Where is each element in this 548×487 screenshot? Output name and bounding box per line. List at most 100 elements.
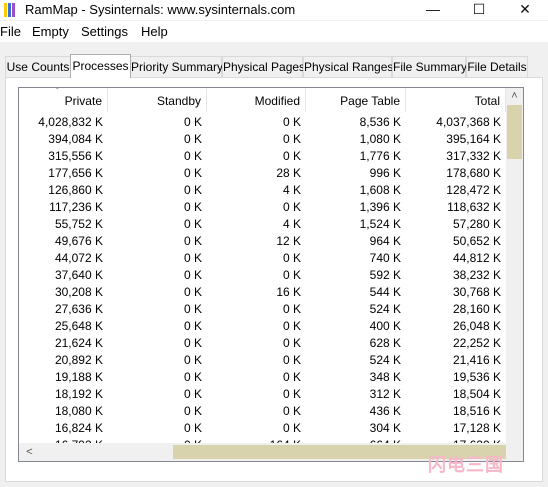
cell-modified: 0 K (282, 370, 301, 384)
cell-standby: 0 K (183, 421, 202, 435)
cell-modified: 28 K (276, 166, 301, 180)
table-row[interactable]: 55,752 K 0 K 4 K 1,524 K 57,280 K (19, 216, 507, 233)
cell-standby: 0 K (183, 217, 202, 231)
table-row[interactable]: 177,656 K 0 K 28 K 996 K 178,680 K (19, 165, 507, 182)
table-row[interactable]: 16,824 K 0 K 0 K 304 K 17,128 K (19, 420, 507, 437)
tab-file-details[interactable]: File Details (466, 56, 528, 77)
table-row[interactable]: 126,860 K 0 K 4 K 1,608 K 128,472 K (19, 182, 507, 199)
cell-total: 50,652 K (452, 234, 501, 248)
table-row[interactable]: 394,084 K 0 K 0 K 1,080 K 395,164 K (19, 131, 507, 148)
cell-total: 128,472 K (446, 183, 501, 197)
cell-standby: 0 K (183, 251, 202, 265)
scroll-left-icon[interactable]: < (26, 446, 33, 458)
vertical-scrollbar[interactable]: ˄ (506, 88, 523, 443)
table-row[interactable]: 30,208 K 0 K 16 K 544 K 30,768 K (19, 284, 507, 301)
cell-private: 30,208 K (54, 285, 103, 299)
cell-page-table: 1,776 K (359, 149, 401, 163)
cell-private: 4,028,832 K (38, 115, 103, 129)
title-bar: RamMap - Sysinternals: www.sysinternals.… (0, 0, 548, 20)
menu-help[interactable]: Help (141, 24, 168, 39)
menu-settings[interactable]: Settings (81, 24, 128, 39)
cell-total: 30,768 K (452, 285, 501, 299)
column-private[interactable]: ˇ Private (19, 88, 108, 112)
table-row[interactable]: 4,028,832 K 0 K 0 K 8,536 K 4,037,368 K (19, 114, 507, 131)
cell-private: 19,188 K (54, 370, 103, 384)
cell-total: 178,680 K (446, 166, 501, 180)
menu-empty[interactable]: Empty (32, 24, 69, 39)
table-row[interactable]: 19,188 K 0 K 0 K 348 K 19,536 K (19, 369, 507, 386)
table-row[interactable]: 18,080 K 0 K 0 K 436 K 18,516 K (19, 403, 507, 420)
cell-total: 395,164 K (446, 132, 501, 146)
table-row[interactable]: 117,236 K 0 K 0 K 1,396 K 118,632 K (19, 199, 507, 216)
maximize-button[interactable]: ☐ (472, 1, 486, 17)
cell-total: 44,812 K (452, 251, 501, 265)
column-modified[interactable]: Modified (207, 88, 306, 112)
table-row[interactable]: 49,676 K 0 K 12 K 964 K 50,652 K (19, 233, 507, 250)
tab-priority-summary[interactable]: Priority Summary (130, 56, 223, 77)
table-row[interactable]: 27,636 K 0 K 0 K 524 K 28,160 K (19, 301, 507, 318)
cell-private: 49,676 K (54, 234, 103, 248)
cell-page-table: 996 K (369, 166, 401, 180)
cell-modified: 0 K (282, 319, 301, 333)
cell-total: 57,280 K (452, 217, 501, 231)
table-row[interactable]: 21,624 K 0 K 0 K 628 K 22,252 K (19, 335, 507, 352)
cell-total: 26,048 K (452, 319, 501, 333)
cell-private: 20,892 K (54, 353, 103, 367)
cell-private: 126,860 K (48, 183, 103, 197)
tab-file-summary[interactable]: File Summary (392, 56, 467, 77)
cell-page-table: 740 K (369, 251, 401, 265)
cell-private: 21,624 K (54, 336, 103, 350)
cell-modified: 0 K (282, 200, 301, 214)
tab-strip: Use Counts Processes Priority Summary Ph… (0, 54, 548, 78)
cell-modified: 0 K (282, 421, 301, 435)
cell-modified: 16 K (276, 285, 301, 299)
cell-page-table: 8,536 K (359, 115, 401, 129)
cell-private: 44,072 K (54, 251, 103, 265)
cell-modified: 0 K (282, 115, 301, 129)
table-row[interactable]: 18,192 K 0 K 0 K 312 K 18,504 K (19, 386, 507, 403)
scroll-up-icon[interactable]: ˄ (511, 90, 518, 102)
tab-physical-ranges[interactable]: Physical Ranges (303, 56, 393, 77)
menu-file[interactable]: File (0, 24, 21, 39)
cell-private: 37,640 K (54, 268, 103, 282)
cell-total: 317,332 K (446, 149, 501, 163)
window-title: RamMap - Sysinternals: www.sysinternals.… (25, 2, 296, 17)
cell-total: 118,632 K (447, 200, 501, 214)
scrollbar-corner (506, 443, 523, 461)
minimize-button[interactable]: — (426, 1, 440, 17)
horizontal-scrollbar[interactable]: < (19, 443, 507, 461)
cell-total: 38,232 K (452, 268, 501, 282)
cell-standby: 0 K (183, 149, 202, 163)
cell-private: 25,648 K (54, 319, 103, 333)
cell-standby: 0 K (183, 183, 202, 197)
cell-page-table: 524 K (369, 302, 401, 316)
cell-standby: 0 K (183, 404, 202, 418)
horizontal-scroll-thumb[interactable] (173, 445, 507, 459)
close-button[interactable]: ✕ (519, 1, 531, 17)
tab-use-counts[interactable]: Use Counts (5, 56, 71, 77)
cell-standby: 0 K (183, 268, 202, 282)
column-page-table[interactable]: Page Table (306, 88, 406, 112)
table-row[interactable]: 37,640 K 0 K 0 K 592 K 38,232 K (19, 267, 507, 284)
cell-page-table: 436 K (369, 404, 401, 418)
cell-standby: 0 K (183, 166, 202, 180)
tab-physical-pages[interactable]: Physical Pages (222, 56, 305, 77)
vertical-scroll-thumb[interactable] (507, 105, 522, 159)
table-row[interactable]: 44,072 K 0 K 0 K 740 K 44,812 K (19, 250, 507, 267)
cell-modified: 0 K (282, 336, 301, 350)
cell-standby: 0 K (183, 302, 202, 316)
cell-modified: 0 K (282, 268, 301, 282)
cell-page-table: 312 K (369, 387, 401, 401)
column-standby[interactable]: Standby (108, 88, 207, 112)
table-row[interactable]: 20,892 K 0 K 0 K 524 K 21,416 K (19, 352, 507, 369)
cell-modified: 0 K (282, 387, 301, 401)
table-row[interactable]: 25,648 K 0 K 0 K 400 K 26,048 K (19, 318, 507, 335)
cell-standby: 0 K (183, 234, 202, 248)
column-total[interactable]: Total (406, 88, 506, 112)
cell-total: 4,037,368 K (436, 115, 501, 129)
cell-standby: 0 K (183, 285, 202, 299)
tab-processes[interactable]: Processes (70, 54, 131, 78)
cell-modified: 0 K (282, 149, 301, 163)
table-row[interactable]: 315,556 K 0 K 0 K 1,776 K 317,332 K (19, 148, 507, 165)
cell-standby: 0 K (183, 336, 202, 350)
